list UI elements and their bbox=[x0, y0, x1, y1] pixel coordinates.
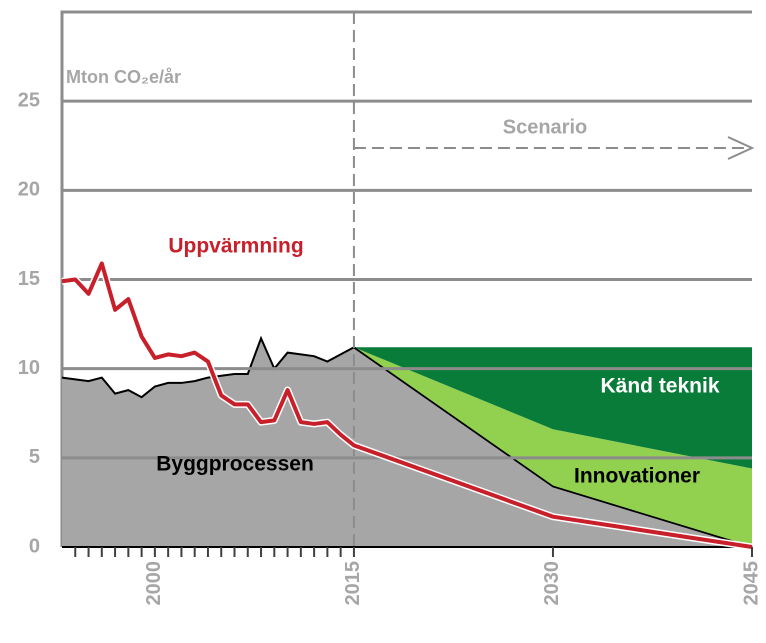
y-tick-label: 15 bbox=[18, 268, 40, 290]
area bbox=[353, 347, 752, 469]
x-tick-label: 2015 bbox=[342, 561, 364, 606]
scenario-edge bbox=[353, 346, 753, 548]
area bbox=[353, 347, 752, 547]
y-tick-label: 5 bbox=[29, 446, 40, 468]
scenario-arrowhead bbox=[727, 136, 755, 160]
scenario-label: Scenario bbox=[503, 116, 587, 138]
line bbox=[61, 261, 753, 549]
y-tick-label: 20 bbox=[18, 179, 40, 201]
area-outline bbox=[61, 335, 753, 548]
series-label: Byggprocessen bbox=[156, 453, 314, 476]
series-label: Innovationer bbox=[574, 465, 700, 488]
x-tick-label: 2030 bbox=[541, 561, 563, 606]
series-label: Uppvärmning bbox=[168, 235, 303, 258]
series-label: Känd teknik bbox=[600, 375, 719, 398]
y-tick-label: 25 bbox=[18, 89, 40, 111]
x-tick-label: 2045 bbox=[740, 561, 762, 606]
unit-label: Mton CO₂e/år bbox=[66, 67, 181, 87]
x-tick-label: 2000 bbox=[143, 561, 165, 606]
y-tick-label: 0 bbox=[29, 535, 40, 557]
y-tick-label: 10 bbox=[18, 357, 40, 379]
